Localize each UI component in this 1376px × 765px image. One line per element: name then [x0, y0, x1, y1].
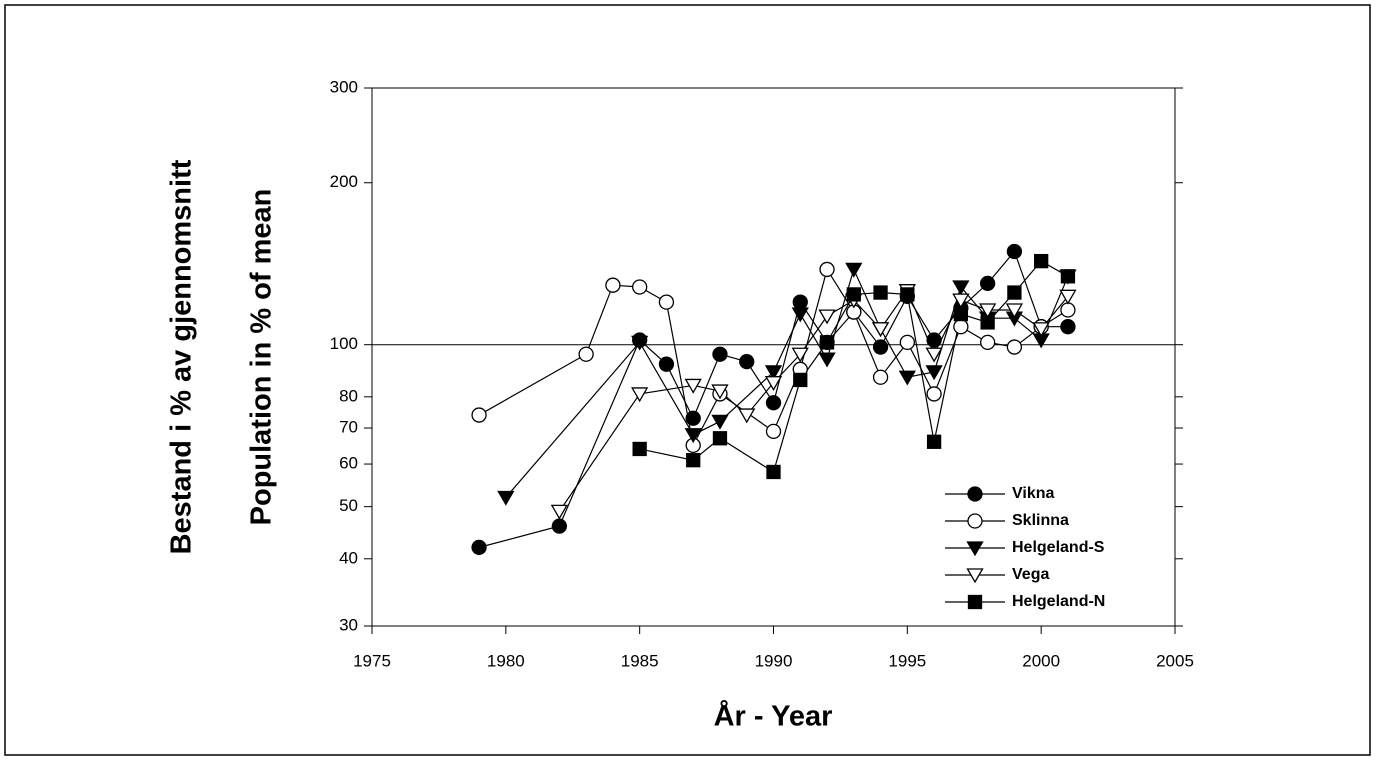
marker	[684, 428, 702, 444]
marker	[952, 293, 970, 309]
legend-marker	[967, 513, 983, 529]
x-tick-label: 1975	[353, 651, 391, 670]
y-tick-label: 30	[339, 615, 358, 634]
marker	[658, 356, 675, 372]
marker	[711, 414, 729, 430]
y-axis-title: Bestand i % av gjennomsnitt	[166, 159, 198, 554]
marker	[765, 423, 782, 440]
marker	[1034, 253, 1049, 269]
marker	[764, 376, 783, 391]
y-tick-label: 60	[339, 454, 358, 473]
marker	[1060, 269, 1076, 284]
y-tick-label: 300	[330, 77, 358, 96]
marker	[632, 279, 648, 295]
x-axis-title: År - Year	[714, 700, 833, 733]
marker	[818, 309, 836, 325]
y-tick-label: 200	[330, 172, 358, 191]
marker	[793, 372, 808, 388]
marker	[550, 504, 568, 520]
marker	[739, 353, 755, 370]
legend-label: Vikna	[1012, 485, 1055, 502]
marker	[471, 407, 487, 423]
marker	[766, 464, 781, 480]
marker	[631, 387, 649, 403]
marker	[1006, 243, 1023, 260]
marker	[979, 275, 996, 292]
marker	[980, 315, 995, 330]
marker	[578, 346, 594, 362]
marker	[846, 287, 861, 302]
legend-label: Sklinna	[1012, 512, 1069, 529]
marker	[791, 307, 809, 323]
marker	[873, 285, 888, 300]
marker	[953, 306, 969, 322]
x-tick-label: 2000	[1022, 651, 1060, 670]
x-tick-label: 1995	[888, 651, 926, 670]
marker	[872, 369, 889, 385]
marker	[818, 352, 836, 368]
legend-label: Vega	[1012, 566, 1049, 583]
marker	[952, 280, 970, 296]
marker	[900, 287, 915, 302]
marker	[1006, 339, 1023, 355]
series-line	[505, 267, 1069, 498]
x-tick-label: 2005	[1156, 651, 1194, 670]
marker	[712, 431, 728, 446]
y-tick-label: 80	[339, 386, 358, 405]
marker	[953, 319, 969, 335]
marker	[711, 384, 729, 400]
y-tick-label: 100	[330, 334, 358, 353]
marker	[1060, 302, 1076, 318]
marker	[686, 453, 701, 468]
x-tick-label: 1980	[487, 651, 525, 670]
marker	[926, 434, 942, 449]
marker	[632, 441, 647, 457]
marker	[926, 332, 942, 348]
marker	[738, 408, 756, 424]
marker	[1007, 285, 1022, 300]
marker	[926, 386, 942, 402]
marker	[1032, 322, 1050, 338]
marker	[685, 410, 701, 426]
x-tick-label: 1985	[621, 651, 659, 670]
marker	[712, 346, 728, 362]
y-tick-label: 50	[339, 496, 358, 515]
marker	[979, 303, 997, 319]
marker	[845, 262, 863, 278]
marker	[819, 335, 835, 350]
marker	[872, 339, 889, 355]
marker	[551, 518, 568, 534]
legend-label: Helgeland-S	[1012, 539, 1105, 556]
legend-marker	[966, 541, 984, 557]
marker	[764, 365, 783, 381]
legend-marker	[966, 568, 984, 584]
marker	[925, 365, 943, 381]
marker	[765, 395, 782, 411]
marker	[925, 347, 943, 363]
marker	[1005, 303, 1024, 319]
marker	[1060, 319, 1076, 335]
legend-marker	[967, 594, 983, 610]
marker	[899, 334, 915, 351]
y-tick-label: 70	[339, 418, 358, 437]
marker	[471, 539, 487, 556]
marker	[819, 261, 835, 278]
y-tick-label: 40	[339, 548, 358, 567]
marker	[684, 378, 702, 394]
marker	[658, 294, 675, 310]
marker	[791, 347, 809, 363]
x-tick-label: 1990	[755, 651, 793, 670]
marker	[1059, 289, 1077, 305]
marker	[605, 277, 621, 293]
legend-label: Helgeland-N	[1012, 593, 1105, 610]
legend-marker	[967, 486, 983, 502]
marker	[631, 335, 649, 351]
marker	[497, 490, 515, 506]
marker	[871, 322, 890, 338]
y-axis-title: Population in % of mean	[246, 189, 278, 526]
marker	[979, 334, 996, 351]
marker	[792, 294, 808, 310]
marker	[898, 370, 916, 386]
